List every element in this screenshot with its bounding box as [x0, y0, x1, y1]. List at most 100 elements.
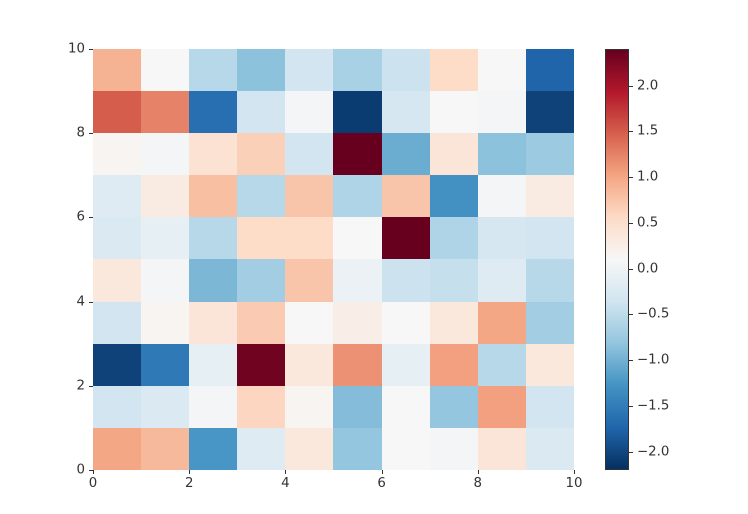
heatmap-cell [382, 386, 430, 428]
x-tick-label: 0 [89, 476, 97, 491]
heatmap-cell [189, 259, 237, 301]
heatmap-cell [141, 428, 189, 470]
heatmap-cell [478, 91, 526, 133]
heatmap-cell [189, 217, 237, 259]
y-tick-label: 6 [67, 210, 85, 225]
heatmap-cell [93, 49, 141, 91]
heatmap-cell [237, 428, 285, 470]
heatmap-cell [189, 386, 237, 428]
heatmap-cell [526, 133, 574, 175]
heatmap-cell [285, 259, 333, 301]
y-tick-mark [89, 302, 93, 303]
heatmap-cell [237, 344, 285, 386]
colorbar-tick-mark [629, 269, 633, 270]
heatmap-cell [141, 133, 189, 175]
heatmap-cell [93, 217, 141, 259]
heatmap-cell [333, 386, 381, 428]
heatmap-cell [526, 175, 574, 217]
heatmap-cell [478, 302, 526, 344]
x-tick-mark [574, 470, 575, 474]
x-tick-mark [478, 470, 479, 474]
colorbar-tick-mark [629, 360, 633, 361]
heatmap-cell [237, 49, 285, 91]
heatmap-cell [478, 133, 526, 175]
heatmap-cell [333, 344, 381, 386]
heatmap-cell [333, 133, 381, 175]
heatmap-cell [285, 91, 333, 133]
heatmap-cell [526, 259, 574, 301]
heatmap-cell [189, 428, 237, 470]
heatmap-cell [382, 91, 430, 133]
heatmap-cell [382, 344, 430, 386]
heatmap-cell [285, 175, 333, 217]
colorbar-tick-label: −2.0 [637, 444, 669, 459]
heatmap-cell [141, 217, 189, 259]
heatmap-cell [526, 217, 574, 259]
heatmap-cell [237, 91, 285, 133]
x-tick-mark [93, 470, 94, 474]
heatmap-cell [526, 91, 574, 133]
heatmap-cell [141, 175, 189, 217]
heatmap-cell [333, 91, 381, 133]
y-tick-label: 0 [67, 463, 85, 478]
heatmap-cell [478, 175, 526, 217]
y-tick-mark [89, 49, 93, 50]
colorbar-tick-label: −0.5 [637, 307, 669, 322]
heatmap-cell [333, 49, 381, 91]
heatmap-cell [333, 259, 381, 301]
colorbar-tick-mark [629, 86, 633, 87]
heatmap-cell [189, 302, 237, 344]
heatmap-cell [285, 217, 333, 259]
heatmap-cell [382, 133, 430, 175]
y-tick-mark [89, 470, 93, 471]
colorbar-tick-label: 0.0 [637, 261, 658, 276]
heatmap-cell [526, 302, 574, 344]
heatmap-cell [285, 49, 333, 91]
heatmap-cell [189, 133, 237, 175]
heatmap-cell [526, 386, 574, 428]
colorbar-tick-mark [629, 314, 633, 315]
colorbar-tick-mark [629, 406, 633, 407]
heatmap-cell [478, 386, 526, 428]
heatmap-cell [237, 259, 285, 301]
colorbar-tick-mark [629, 223, 633, 224]
heatmap-cell [141, 49, 189, 91]
heatmap-grid [93, 49, 574, 470]
heatmap-cell [141, 91, 189, 133]
heatmap-cell [526, 49, 574, 91]
heatmap-cell [237, 302, 285, 344]
heatmap-cell [382, 428, 430, 470]
heatmap-cell [285, 428, 333, 470]
heatmap-cell [285, 133, 333, 175]
heatmap-cell [430, 344, 478, 386]
heatmap-cell [189, 175, 237, 217]
heatmap-cell [382, 175, 430, 217]
y-tick-label: 2 [67, 378, 85, 393]
heatmap-cell [189, 344, 237, 386]
y-tick-label: 10 [67, 42, 85, 57]
heatmap-cell [189, 49, 237, 91]
heatmap-cell [430, 133, 478, 175]
x-tick-label: 8 [474, 476, 482, 491]
figure: 0246810 0246810 −2.0−1.5−1.0−0.50.00.51.… [0, 0, 748, 514]
x-tick-label: 10 [566, 476, 583, 491]
heatmap-cell [93, 175, 141, 217]
heatmap-cell [430, 259, 478, 301]
heatmap-cell [333, 217, 381, 259]
y-tick-label: 4 [67, 294, 85, 309]
heatmap-cell [333, 302, 381, 344]
heatmap-cell [237, 175, 285, 217]
heatmap-cell [382, 49, 430, 91]
heatmap-cell [478, 344, 526, 386]
x-tick-label: 4 [281, 476, 289, 491]
x-tick-label: 2 [185, 476, 193, 491]
heatmap-cell [382, 217, 430, 259]
heatmap-cell [237, 133, 285, 175]
x-tick-mark [189, 470, 190, 474]
heatmap-cell [93, 302, 141, 344]
heatmap-cell [478, 217, 526, 259]
y-tick-mark [89, 133, 93, 134]
heatmap-axes [93, 49, 574, 470]
heatmap-cell [430, 386, 478, 428]
x-tick-mark [382, 470, 383, 474]
